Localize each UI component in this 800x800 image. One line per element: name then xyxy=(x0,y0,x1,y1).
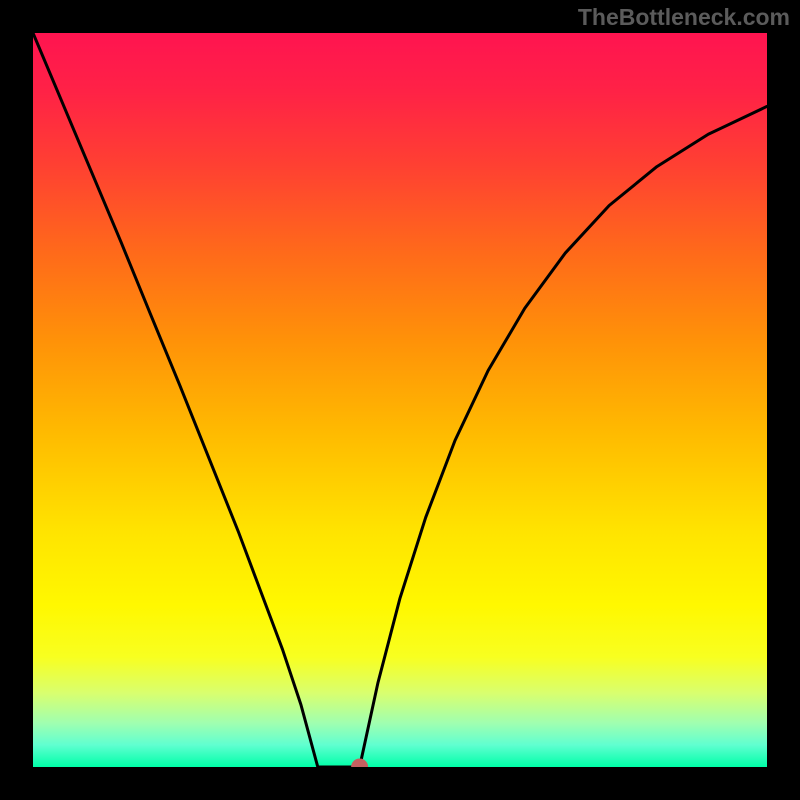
watermark-text: TheBottleneck.com xyxy=(578,4,790,31)
optimum-marker xyxy=(352,759,368,767)
bottleneck-curve xyxy=(33,33,767,767)
bottleneck-chart: TheBottleneck.com xyxy=(0,0,800,800)
plot-area xyxy=(33,33,767,767)
curve-layer xyxy=(33,33,767,767)
